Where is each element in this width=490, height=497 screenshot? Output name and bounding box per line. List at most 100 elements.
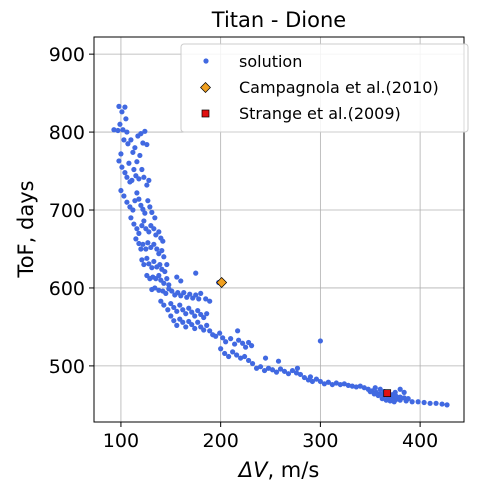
solution-point <box>187 291 193 297</box>
solution-point <box>120 127 126 133</box>
solution-point <box>235 328 241 334</box>
solution-point <box>353 384 359 390</box>
strange-point <box>383 389 392 398</box>
solution-point <box>392 389 398 395</box>
solution-point <box>277 366 284 372</box>
solution-point <box>158 298 164 304</box>
solution-point <box>137 152 143 159</box>
solution-point <box>159 247 165 254</box>
solution-point <box>126 160 132 166</box>
solution-point <box>241 353 248 360</box>
solution-point <box>128 215 134 221</box>
solution-point <box>116 158 122 164</box>
solution-point <box>337 381 343 388</box>
solution-point <box>149 209 155 215</box>
solution-point <box>164 261 170 268</box>
solution-point <box>151 226 157 232</box>
solution-point <box>357 383 363 389</box>
solution-point <box>140 241 146 247</box>
solution-point <box>289 367 296 374</box>
solution-point <box>248 343 255 349</box>
solution-point <box>195 307 201 314</box>
solution-point <box>375 392 381 399</box>
solution-point <box>141 218 147 224</box>
solution-point <box>232 341 238 347</box>
solution-point <box>220 335 226 341</box>
solution-point <box>439 401 445 407</box>
solution-point <box>195 319 201 325</box>
solution-point <box>421 399 427 406</box>
solution-point <box>121 193 127 199</box>
solution-point <box>294 365 301 371</box>
solution-point <box>154 246 160 252</box>
solution-point <box>223 339 229 345</box>
solution-point <box>281 368 288 374</box>
solution-point <box>273 369 280 375</box>
y-tick-label: 500 <box>49 356 85 378</box>
solution-point <box>164 275 170 282</box>
solution-point <box>156 272 162 279</box>
solution-point <box>136 176 142 182</box>
solution-point <box>136 230 142 236</box>
solution-point <box>238 355 244 361</box>
solution-point <box>297 371 304 378</box>
solution-point <box>131 166 137 173</box>
solution-point <box>136 240 142 247</box>
solution-point <box>405 396 411 402</box>
solution-point <box>189 321 195 328</box>
solution-point <box>139 223 145 229</box>
solution-point <box>189 309 195 315</box>
solution-point <box>201 327 207 333</box>
solution-point <box>397 386 403 392</box>
solution-point <box>198 290 204 297</box>
solution-point <box>196 296 202 302</box>
solution-point <box>262 355 269 361</box>
solution-point <box>325 379 331 385</box>
solution-point <box>186 305 192 311</box>
solution-point <box>201 314 207 321</box>
solution-point <box>143 246 149 252</box>
x-axis-label: ΔV, m/s <box>237 458 320 482</box>
solution-point <box>341 381 347 387</box>
solution-point <box>130 207 136 213</box>
solution-point <box>372 385 378 391</box>
solution-point <box>118 187 124 194</box>
axis-ticks: 100 200 300 400 500 600 700 800 900 <box>49 44 439 452</box>
solution-point <box>222 350 228 357</box>
solution-point <box>146 177 152 184</box>
solution-point <box>204 322 210 328</box>
solution-point <box>123 116 129 122</box>
solution-point <box>141 261 147 268</box>
legend-marker-campagnola <box>200 82 211 93</box>
y-axis-label: ToF, days <box>14 180 38 278</box>
solution-point <box>128 137 134 143</box>
solution-point <box>383 397 389 403</box>
solution-point <box>152 215 158 221</box>
solution-point <box>152 285 158 291</box>
solution-point <box>309 378 316 385</box>
solution-point <box>162 268 168 275</box>
solution-point <box>444 402 450 408</box>
solution-point <box>401 389 407 395</box>
solution-point <box>140 140 146 146</box>
solution-point <box>163 290 169 297</box>
solution-point <box>168 300 174 307</box>
solution-point <box>345 382 351 388</box>
solution-point <box>136 196 142 202</box>
solution-point <box>203 296 209 302</box>
solution-point <box>134 190 140 196</box>
x-tick-label: 400 <box>402 430 438 452</box>
solution-point <box>171 304 177 311</box>
solution-point <box>161 254 167 260</box>
solution-point <box>111 127 117 133</box>
solution-point <box>147 204 153 210</box>
solution-point <box>149 265 155 271</box>
solution-point <box>257 364 264 370</box>
plot-area <box>111 103 450 408</box>
legend-label-strange: Strange et al.(2009) <box>239 104 401 123</box>
solution-point <box>285 371 292 377</box>
solution-point <box>178 278 184 284</box>
solution-point <box>239 340 246 346</box>
solution-point <box>165 307 171 313</box>
solution-point <box>361 385 367 391</box>
